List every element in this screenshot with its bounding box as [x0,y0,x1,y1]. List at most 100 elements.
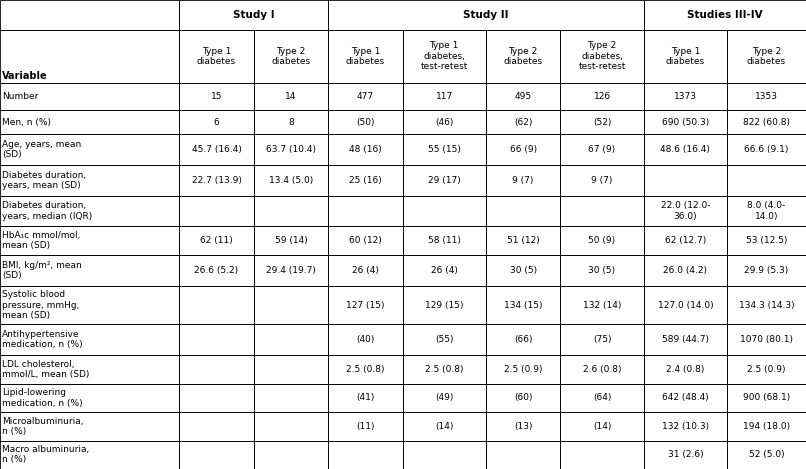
Bar [402,325,486,355]
Bar [328,384,402,412]
Text: Type 2
diabetes: Type 2 diabetes [747,46,786,66]
Text: 51 (12): 51 (12) [507,236,539,245]
Text: Type 1
diabetes,
test-retest: Type 1 diabetes, test-retest [421,41,468,71]
Bar [402,412,486,440]
Bar [560,255,644,286]
Bar [727,196,806,227]
Text: 29 (17): 29 (17) [428,176,460,185]
Bar [328,440,402,469]
Text: 132 (14): 132 (14) [583,301,621,310]
Text: (52): (52) [593,118,611,127]
Bar [254,83,328,110]
Bar [254,30,328,83]
Text: Antihypertensive
medication, n (%): Antihypertensive medication, n (%) [2,330,83,349]
Bar [644,110,727,134]
Bar [486,255,560,286]
Bar [644,0,806,30]
Bar [179,255,254,286]
Text: (55): (55) [435,335,454,344]
Bar [328,412,402,440]
Text: 62 (11): 62 (11) [200,236,233,245]
Text: 31 (2.6): 31 (2.6) [667,450,703,459]
Bar [560,83,644,110]
Bar [560,286,644,325]
Bar [254,165,328,196]
Bar [402,384,486,412]
Bar [0,165,179,196]
Bar [0,134,179,165]
Bar [727,255,806,286]
Text: 59 (14): 59 (14) [275,236,307,245]
Bar [644,83,727,110]
Bar [486,286,560,325]
Text: 9 (7): 9 (7) [592,176,613,185]
Text: 13.4 (5.0): 13.4 (5.0) [269,176,313,185]
Text: 22.0 (12.0-
36.0): 22.0 (12.0- 36.0) [661,201,710,221]
Text: Macro albuminuria,
n (%): Macro albuminuria, n (%) [2,445,89,464]
Bar [486,134,560,165]
Bar [254,440,328,469]
Bar [727,83,806,110]
Text: 50 (9): 50 (9) [588,236,616,245]
Bar [0,83,179,110]
Bar [727,110,806,134]
Bar [179,325,254,355]
Bar [254,325,328,355]
Text: 48 (16): 48 (16) [349,145,382,154]
Bar [0,255,179,286]
Text: 2.4 (0.8): 2.4 (0.8) [667,365,704,374]
Bar [179,227,254,255]
Bar [254,355,328,384]
Bar [328,286,402,325]
Bar [254,286,328,325]
Bar [0,227,179,255]
Text: 48.6 (16.4): 48.6 (16.4) [660,145,710,154]
Text: Type 1
diabetes: Type 1 diabetes [197,46,236,66]
Bar [402,355,486,384]
Text: 194 (18.0): 194 (18.0) [743,422,790,431]
Bar [727,30,806,83]
Bar [254,134,328,165]
Text: 127.0 (14.0): 127.0 (14.0) [658,301,713,310]
Bar [644,384,727,412]
Text: 15: 15 [210,92,222,101]
Bar [727,286,806,325]
Text: 900 (68.1): 900 (68.1) [743,393,790,402]
Bar [727,165,806,196]
Bar [644,196,727,227]
Bar [254,255,328,286]
Bar [486,110,560,134]
Text: (60): (60) [514,393,533,402]
Text: 58 (11): 58 (11) [428,236,461,245]
Bar [328,355,402,384]
Bar [727,412,806,440]
Text: 2.5 (0.8): 2.5 (0.8) [425,365,463,374]
Bar [644,440,727,469]
Bar [486,412,560,440]
Text: Men, n (%): Men, n (%) [2,118,52,127]
Text: 62 (12.7): 62 (12.7) [665,236,706,245]
Bar [727,325,806,355]
Bar [179,196,254,227]
Text: 134 (15): 134 (15) [504,301,542,310]
Text: LDL cholesterol,
mmol/L, mean (SD): LDL cholesterol, mmol/L, mean (SD) [2,360,89,379]
Bar [254,412,328,440]
Bar [0,325,179,355]
Text: 30 (5): 30 (5) [588,266,616,275]
Text: 690 (50.3): 690 (50.3) [662,118,709,127]
Text: Studies III-IV: Studies III-IV [687,10,762,20]
Text: 495: 495 [514,92,532,101]
Bar [486,227,560,255]
Text: 26.0 (4.2): 26.0 (4.2) [663,266,708,275]
Text: 1070 (80.1): 1070 (80.1) [740,335,793,344]
Bar [644,255,727,286]
Text: (62): (62) [514,118,532,127]
Bar [644,412,727,440]
Bar [644,227,727,255]
Text: (14): (14) [435,422,454,431]
Bar [486,384,560,412]
Bar [644,355,727,384]
Text: 126: 126 [593,92,611,101]
Bar [179,110,254,134]
Bar [402,255,486,286]
